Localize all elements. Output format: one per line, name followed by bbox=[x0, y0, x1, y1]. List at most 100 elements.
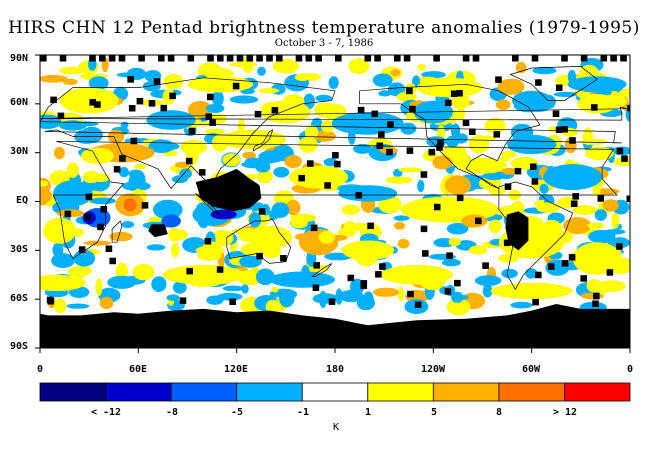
anomaly-patch bbox=[572, 205, 598, 215]
missing-data-cell bbox=[305, 55, 313, 62]
anomaly-patch bbox=[417, 179, 425, 193]
anomaly-patch bbox=[241, 284, 249, 294]
missing-data-cell bbox=[280, 255, 287, 262]
anomaly-region bbox=[53, 180, 93, 207]
anomaly-patch bbox=[151, 276, 167, 292]
anomaly-patch bbox=[121, 221, 135, 228]
missing-data-cell bbox=[128, 105, 136, 112]
anomaly-region bbox=[457, 157, 508, 174]
colorbar-label-5: 5 bbox=[430, 407, 438, 418]
missing-data-cell bbox=[258, 208, 266, 215]
anomaly-patch bbox=[205, 103, 225, 113]
anomaly-patch bbox=[256, 170, 273, 184]
missing-data-cell bbox=[530, 163, 537, 170]
colorbar-swatch bbox=[301, 382, 369, 402]
missing-data-cell bbox=[568, 254, 576, 261]
lon-label-180: 180 bbox=[325, 364, 345, 375]
missing-data-cell bbox=[627, 104, 630, 112]
anomaly-patch bbox=[73, 249, 96, 267]
anomaly-region bbox=[269, 271, 336, 288]
missing-data-cell bbox=[450, 90, 458, 97]
missing-data-cell bbox=[313, 262, 320, 269]
anomaly-patch bbox=[171, 242, 180, 258]
missing-data-cell bbox=[378, 131, 385, 138]
missing-data-cell bbox=[422, 250, 429, 257]
anomaly-region bbox=[416, 77, 483, 98]
anomaly-patch bbox=[532, 66, 557, 75]
anomaly-patch bbox=[54, 298, 67, 314]
anomaly-patch bbox=[204, 128, 225, 135]
anomaly-patch bbox=[385, 176, 413, 184]
anomaly-patch bbox=[95, 278, 103, 296]
anomaly-patch bbox=[66, 162, 79, 179]
anomaly-patch bbox=[588, 229, 616, 244]
missing-data-cell bbox=[597, 195, 605, 202]
anomaly-patch bbox=[284, 155, 302, 168]
missing-data-block bbox=[195, 168, 262, 212]
coastline bbox=[509, 66, 598, 101]
anomaly-patch bbox=[303, 93, 316, 110]
missing-data-cell bbox=[207, 93, 214, 101]
anomaly-patch bbox=[602, 199, 619, 212]
missing-data-cell bbox=[334, 160, 341, 168]
anomaly-patch bbox=[257, 66, 266, 76]
missing-data-cell bbox=[271, 107, 279, 114]
anomaly-patch bbox=[290, 213, 317, 223]
anomaly-patch bbox=[397, 286, 405, 301]
anomaly-patch bbox=[592, 182, 601, 196]
anomaly-patch bbox=[497, 78, 525, 95]
anomaly-patch bbox=[468, 245, 488, 255]
missing-data-cell bbox=[592, 300, 599, 307]
missing-data-cell bbox=[298, 174, 305, 182]
anomaly-patch bbox=[116, 72, 145, 78]
anomaly-region bbox=[153, 199, 183, 220]
missing-data-cell bbox=[158, 55, 165, 62]
anomaly-patch bbox=[432, 155, 453, 170]
missing-data-cell bbox=[428, 148, 436, 156]
map-frame bbox=[35, 54, 631, 353]
missing-data-cell bbox=[138, 55, 145, 62]
missing-data-cell bbox=[547, 263, 555, 270]
missing-data-cell bbox=[188, 127, 196, 135]
missing-data-cell bbox=[535, 79, 542, 86]
missing-data-cell bbox=[472, 55, 480, 62]
missing-data-cell bbox=[367, 222, 374, 230]
anomaly-patch bbox=[222, 285, 245, 292]
anomaly-patch bbox=[59, 120, 87, 131]
colorbar-swatch bbox=[367, 382, 434, 402]
anomaly-patch bbox=[400, 122, 417, 135]
anomaly-patch bbox=[372, 73, 393, 87]
anomaly-patch bbox=[511, 201, 524, 213]
anomaly-patch bbox=[587, 222, 605, 229]
colorbar-swatch bbox=[564, 382, 631, 402]
missing-data-cell bbox=[169, 92, 176, 100]
anomaly-patch bbox=[99, 296, 114, 310]
missing-data-cell bbox=[469, 128, 476, 135]
missing-data-cell bbox=[315, 55, 322, 62]
missing-data-cell bbox=[276, 55, 283, 62]
anomaly-patch bbox=[258, 88, 280, 94]
anomaly-region bbox=[567, 76, 627, 93]
missing-data-cell bbox=[462, 119, 470, 127]
anomaly-patch bbox=[536, 202, 560, 214]
missing-data-cell bbox=[591, 104, 598, 111]
anomaly-region bbox=[318, 230, 335, 244]
anomaly-patch bbox=[397, 238, 410, 249]
anomaly-patch bbox=[134, 163, 147, 170]
anomaly-region bbox=[341, 240, 394, 261]
coastline bbox=[52, 140, 618, 260]
missing-data-cell bbox=[179, 297, 187, 304]
anomaly-patch bbox=[52, 242, 64, 257]
missing-data-cell bbox=[514, 167, 522, 175]
anomaly-patch bbox=[271, 202, 290, 219]
colorbar-label-8: 8 bbox=[495, 407, 503, 418]
anomaly-patch bbox=[454, 294, 469, 300]
anomaly-region bbox=[507, 134, 557, 155]
anomaly-patch bbox=[118, 166, 129, 178]
anomaly-patch bbox=[265, 299, 281, 314]
missing-data-cell bbox=[600, 55, 608, 62]
missing-data-cell bbox=[226, 55, 234, 62]
anomaly-patch bbox=[107, 275, 137, 289]
anomaly-region bbox=[444, 175, 471, 195]
lat-label-60s: 60S bbox=[9, 293, 28, 304]
